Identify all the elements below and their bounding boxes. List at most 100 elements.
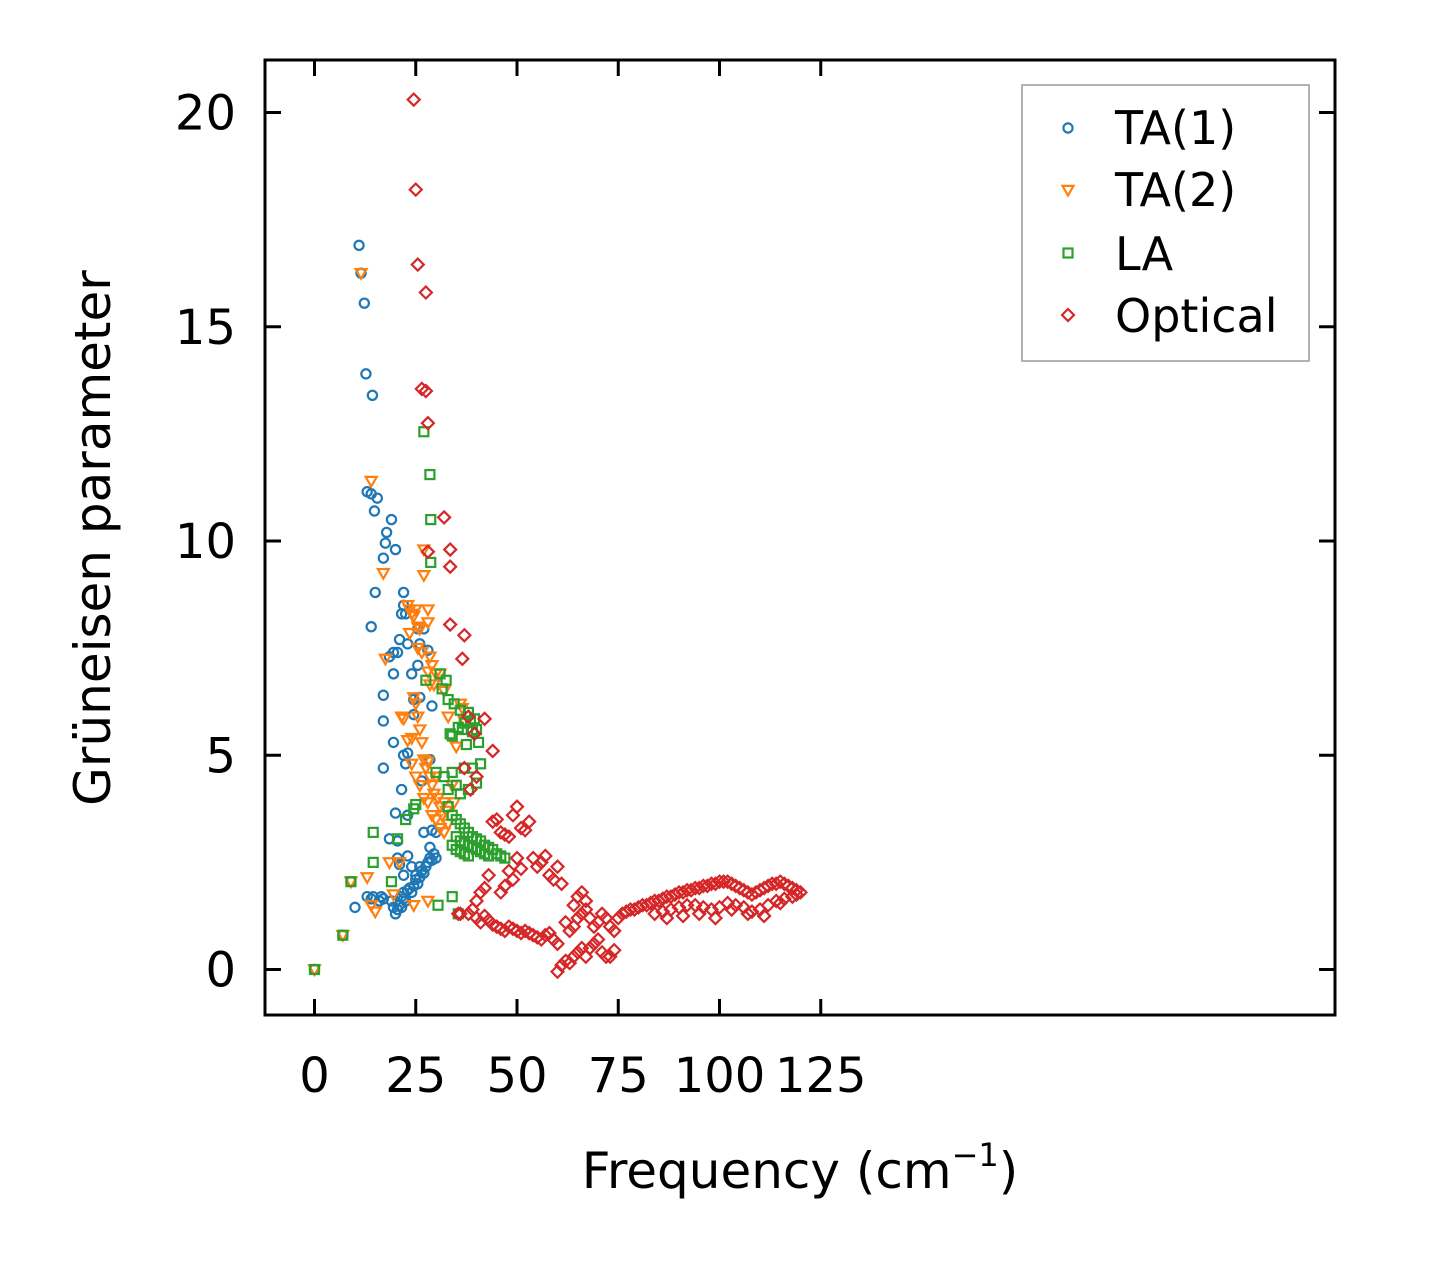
point-la <box>345 876 357 888</box>
x-axis-label-end: ) <box>999 1142 1019 1200</box>
point-optical <box>728 878 744 894</box>
point-ta-2 <box>416 544 432 558</box>
point-optical <box>485 916 501 933</box>
point-optical <box>622 901 638 918</box>
point-la <box>448 698 460 710</box>
x-tick-label: 100 <box>674 1048 766 1104</box>
point-ta-2 <box>404 732 420 746</box>
point-optical <box>414 381 430 397</box>
point-optical <box>466 726 483 742</box>
point-optical <box>553 876 570 892</box>
point-ta-2 <box>420 895 436 909</box>
point-optical <box>420 544 436 560</box>
point-la <box>432 899 444 911</box>
point-optical <box>481 867 497 883</box>
point-optical <box>776 876 792 892</box>
point-ta-2 <box>386 889 401 903</box>
point-la <box>337 929 349 941</box>
point-optical <box>780 878 796 894</box>
point-la <box>462 850 474 862</box>
point-ta-2 <box>363 899 379 913</box>
point-ta-2 <box>412 623 428 637</box>
point-ta-2 <box>406 899 422 913</box>
point-ta-2 <box>353 267 369 281</box>
point-optical <box>497 826 513 843</box>
legend-label-ta2: TA(2) <box>1114 163 1236 217</box>
point-ta-2 <box>420 756 436 770</box>
point-optical <box>699 878 715 894</box>
point-ta-1 <box>379 537 392 549</box>
point-optical <box>501 919 517 935</box>
point-ta-1 <box>368 505 381 517</box>
point-optical <box>667 886 683 903</box>
point-optical <box>772 895 788 911</box>
legend-marker-la <box>1062 247 1074 259</box>
point-ta-2 <box>416 570 432 583</box>
point-ta-2 <box>412 780 428 793</box>
point-optical <box>456 627 472 643</box>
point-ta-2 <box>404 758 420 772</box>
point-optical <box>501 829 517 845</box>
point-optical <box>586 936 602 952</box>
point-ta-2 <box>363 475 379 489</box>
point-optical <box>493 824 509 840</box>
point-ta-2 <box>440 711 456 725</box>
legend-label-optical: Optical <box>1115 289 1277 343</box>
point-ta-1 <box>406 668 418 680</box>
point-optical <box>578 893 594 909</box>
legend: TA(1) TA(2) LA Optical <box>1021 84 1310 362</box>
point-ta-2 <box>408 604 424 618</box>
legend-marker-ta-2 <box>1060 184 1076 198</box>
point-optical <box>659 889 675 905</box>
point-optical <box>707 876 724 892</box>
point-ta-2 <box>410 711 426 725</box>
point-optical <box>586 919 602 935</box>
point-la <box>424 468 436 481</box>
y-tick-label: 5 <box>205 728 236 784</box>
point-optical <box>760 878 776 894</box>
point-ta-2 <box>448 741 464 755</box>
point-optical <box>675 908 691 924</box>
point-la <box>425 513 437 526</box>
point-la <box>460 738 472 751</box>
point-optical <box>756 908 772 924</box>
x-tick-label: 50 <box>486 1048 547 1104</box>
point-ta-2 <box>367 906 383 920</box>
point-ta-1 <box>377 552 390 564</box>
point-ta-2 <box>420 797 436 811</box>
point-ta-1 <box>358 297 371 309</box>
point-optical <box>598 949 614 965</box>
x-tick-label: 125 <box>775 1048 867 1104</box>
point-optical <box>610 910 626 926</box>
point-ta-2 <box>396 713 411 727</box>
point-optical <box>485 743 501 759</box>
axis-tick-labels: 0 25 50 75 100 125 0 5 10 15 20 <box>175 86 867 1105</box>
point-ta-1 <box>371 492 383 504</box>
point-ta-1 <box>360 368 372 380</box>
point-ta-2 <box>436 827 452 841</box>
plot-frame <box>263 58 1337 1017</box>
point-optical <box>442 559 458 575</box>
point-ta-1 <box>391 646 404 659</box>
point-optical <box>634 897 651 913</box>
point-ta-1 <box>389 807 402 819</box>
point-ta-1 <box>377 689 390 701</box>
point-optical <box>410 257 426 273</box>
point-optical <box>671 884 687 900</box>
point-optical <box>784 889 800 905</box>
point-optical <box>574 906 590 922</box>
point-optical <box>485 814 501 830</box>
point-optical <box>493 921 509 937</box>
point-optical <box>691 906 707 922</box>
point-optical <box>630 899 647 915</box>
x-axis-label-superscript: −1 <box>952 1136 999 1174</box>
point-ta-2 <box>408 698 424 712</box>
point-la <box>410 798 422 811</box>
point-optical <box>792 884 809 900</box>
point-optical <box>764 876 780 892</box>
x-tick-label: 25 <box>385 1048 446 1104</box>
legend-label-ta1: TA(1) <box>1114 101 1236 155</box>
point-optical <box>436 509 452 525</box>
point-ta-2 <box>428 814 444 828</box>
